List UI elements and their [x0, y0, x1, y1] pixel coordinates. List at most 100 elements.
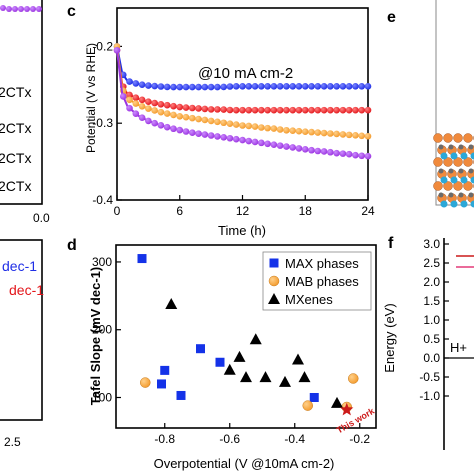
series-point-blue [132, 80, 140, 87]
left-partial-panels: 2CTx 2CTx 2CTx 2CTx 0.0 dec-1 dec-1 2.5 [0, 0, 50, 449]
panel-d-ytick-label: 200 [92, 323, 112, 337]
series-point-purple [201, 131, 209, 138]
series-point-orange [364, 132, 372, 140]
point-triangle [279, 375, 291, 387]
series-point-purple [226, 134, 234, 142]
series-point-orange [214, 118, 221, 126]
series-point-red [220, 106, 227, 113]
series-point-blue [295, 83, 303, 90]
series-point-purple [364, 152, 372, 160]
panel-c-ytick-label: -0.3 [92, 116, 113, 130]
series-point-red [170, 102, 177, 110]
series-point-red [301, 106, 309, 114]
atom-blue [460, 176, 468, 184]
series-point-blue [270, 83, 278, 90]
series-point-orange [245, 122, 253, 130]
series-point-orange [345, 131, 353, 139]
series-point-red [345, 106, 353, 114]
series-point-blue [220, 83, 227, 91]
series-point-blue [214, 83, 221, 91]
atom-blue [470, 200, 474, 208]
atom-blue [460, 200, 468, 208]
series-point-orange [283, 126, 290, 134]
series-point-purple [163, 123, 171, 131]
panel-f-tick-label: 2.5 [423, 256, 440, 270]
series-point-blue [170, 83, 177, 91]
series-point-orange [157, 108, 165, 116]
series-point-purple [320, 148, 328, 155]
series-point-blue [239, 83, 246, 90]
atom-grey [448, 144, 454, 150]
panel-d-ytick-label: 100 [92, 391, 112, 405]
legend-suffix-2: 2CTx [0, 120, 31, 136]
series-point-red [182, 104, 190, 111]
series-point-purple [327, 148, 334, 156]
series-point-orange [132, 100, 140, 107]
atom-blue [440, 176, 448, 184]
atom-blue [440, 152, 448, 160]
atom-orange [463, 181, 473, 191]
series-point-red [364, 106, 372, 114]
atom-grey [438, 192, 444, 198]
series-point-orange [170, 111, 177, 119]
series-point-blue [352, 83, 359, 90]
series-point-red [314, 106, 322, 114]
point-square [176, 390, 186, 400]
series-point-blue [176, 83, 184, 91]
atom-blue [470, 152, 474, 160]
legend-marker-circle [268, 275, 280, 287]
series-point-purple [189, 129, 196, 137]
series-point-orange [189, 114, 196, 122]
series-point-orange [201, 116, 209, 124]
atom-orange [443, 133, 453, 143]
point-triangle [298, 371, 311, 383]
series-point-orange [232, 121, 240, 128]
series-point-blue [333, 83, 340, 90]
panel-d-xtick-label: -0.6 [219, 432, 240, 446]
series-point-orange [239, 122, 246, 129]
series-point-blue [151, 82, 158, 90]
panel-f-ylabel: Energy (eV) [382, 303, 397, 372]
panel-d-xtick-label: -0.4 [284, 432, 305, 446]
series-point-purple [126, 104, 133, 112]
atom-orange [433, 133, 443, 143]
series-point-red [352, 106, 359, 114]
legend-label: MAX phases [285, 256, 359, 271]
series-point-purple [138, 114, 146, 121]
series-point-blue [189, 83, 196, 91]
panel-f-tick-label: 0.0 [423, 351, 440, 365]
series-point-blue [138, 81, 146, 88]
panel-e-atoms [433, 133, 474, 208]
series-point-purple [176, 126, 184, 134]
series-point-red [226, 106, 234, 114]
series-point-orange [264, 124, 271, 132]
atom-orange [443, 157, 453, 167]
series-point-orange [126, 96, 133, 104]
atom-orange [453, 181, 463, 191]
series-point-purple [289, 144, 297, 151]
panel-c-ylabel: Potential (V vs RHE) [84, 43, 98, 153]
panel-f-label: f [388, 235, 394, 252]
series-point-purple [220, 134, 227, 141]
series-point-orange [251, 123, 259, 130]
atom-blue [450, 152, 458, 160]
series-point-blue [289, 83, 297, 90]
hplus-label: H+ [450, 340, 467, 355]
series-point-orange [314, 129, 322, 136]
panel-c-xtick-label: 0 [114, 204, 121, 218]
series-point-blue [163, 83, 171, 91]
point-triangle [240, 371, 252, 383]
atom-blue [470, 176, 474, 184]
series-point-red [358, 106, 366, 114]
series-point-purple [119, 93, 127, 100]
series-point-orange [182, 113, 190, 121]
panel-d: d -0.8 -0.6 -0.4 -0.2 100 200 300 This work MAX … [67, 237, 377, 471]
atom-blue [450, 200, 458, 208]
legend-suffix-3: 2CTx [0, 150, 31, 166]
series-point-purple [214, 133, 221, 140]
atom-grey [448, 168, 454, 174]
series-point-purple [239, 136, 246, 144]
series-point-purple [345, 150, 353, 158]
series-point-blue [283, 83, 290, 90]
series-point-red [283, 106, 290, 114]
